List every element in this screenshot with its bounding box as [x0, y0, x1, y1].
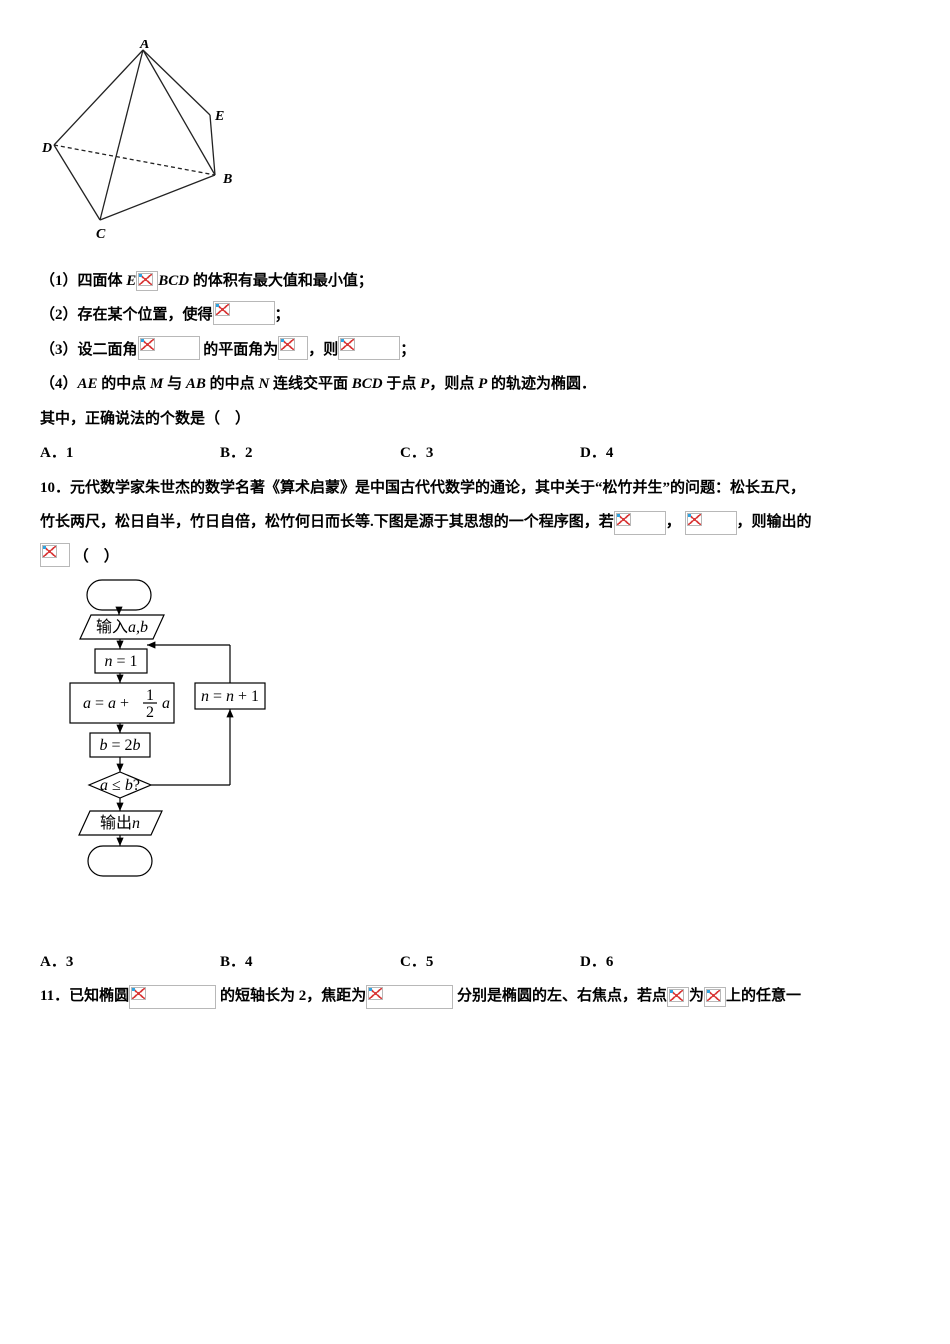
broken-image-icon: [667, 987, 689, 1007]
q10-para3: （ ）: [40, 543, 910, 572]
s4d: M: [150, 376, 163, 392]
svg-text:n = 1: n = 1: [104, 653, 137, 670]
q9-opt-B: B．2: [220, 439, 400, 468]
s4n: P: [478, 376, 487, 392]
stmt3-post: ；: [400, 342, 415, 358]
stmt2-post: ；: [275, 307, 290, 323]
svg-text:A: A: [139, 40, 149, 52]
statement-4: （4）AE 的中点 M 与 AB 的中点 N 连线交平面 BCD 于点 P，则点…: [40, 370, 910, 399]
stmt2-pre: （2）存在某个位置，使得: [40, 307, 213, 323]
broken-image-icon: [366, 985, 453, 1009]
stmt1-BCD: BCD: [158, 273, 189, 289]
broken-image-icon: [278, 336, 308, 360]
svg-text:2: 2: [146, 704, 154, 721]
s4m: ，则点: [429, 376, 478, 392]
stmt3-pre: （3）设二面角: [40, 342, 138, 358]
q11b: 的短轴长为 2，焦距为: [220, 988, 366, 1004]
svg-text:D: D: [41, 141, 52, 156]
svg-text:C: C: [96, 227, 106, 242]
q10-para2: 竹长两尺，松日自半，竹日自倍，松竹何日而长等.下图是源于其思想的一个程序图，若 ，…: [40, 508, 910, 537]
stmt3-mid2: ，则: [308, 342, 338, 358]
flowchart-figure: 输入a,b n = 1 a = a + 12a b = 2b a ≤ b? n = n +…: [40, 577, 910, 948]
s4j: BCD: [352, 376, 383, 392]
q10-opt-D: D．6: [580, 948, 760, 977]
stmt1-pre: （1）四面体: [40, 273, 126, 289]
stmt3-mid: 的平面角为: [203, 342, 278, 358]
tetrahedron-figure: A E B C D: [40, 40, 910, 261]
s4h: N: [258, 376, 269, 392]
svg-text:a = a +: a = a +: [83, 695, 129, 712]
stmt1-varE: E: [126, 273, 136, 289]
broken-image-icon: [136, 271, 158, 291]
q10-opt-C: C．5: [400, 948, 580, 977]
q9-opt-D: D．4: [580, 439, 760, 468]
svg-text:B: B: [222, 172, 232, 187]
q10-p3: （ ）: [74, 549, 119, 565]
q9-options: A．1 B．2 C．3 D．4: [40, 439, 910, 468]
broken-image-icon: [614, 511, 666, 535]
q11e: 上的任意一: [726, 988, 801, 1004]
broken-image-icon: [40, 543, 70, 567]
q9-opt-C: C．3: [400, 439, 580, 468]
svg-text:输入a,b: 输入a,b: [96, 618, 148, 636]
s4k: 于点: [383, 376, 421, 392]
s4l: P: [420, 376, 429, 392]
flowchart-svg: 输入a,b n = 1 a = a + 12a b = 2b a ≤ b? n = n +…: [40, 577, 275, 937]
broken-image-icon: [685, 511, 737, 535]
s4a: （4）: [40, 376, 78, 392]
q10-p2b: ，: [666, 514, 681, 530]
svg-text:a ≤ b?: a ≤ b?: [100, 777, 140, 794]
broken-image-icon: [704, 987, 726, 1007]
statement-1: （1）四面体 E BCD 的体积有最大值和最小值；: [40, 267, 910, 296]
q10-opt-A: A．3: [40, 948, 220, 977]
s4e: 与: [163, 376, 186, 392]
tetrahedron-svg: A E B C D: [40, 40, 235, 250]
s4o: 的轨迹为椭圆．: [487, 376, 596, 392]
svg-text:b = 2b: b = 2b: [99, 737, 140, 754]
q10-p2c: ，则输出的: [737, 514, 812, 530]
broken-image-icon: [138, 336, 200, 360]
q11c: 分别是椭圆的左、右焦点，若点: [457, 988, 667, 1004]
statement-2: （2）存在某个位置，使得 ；: [40, 301, 910, 330]
q11a: 11．已知椭圆: [40, 988, 129, 1004]
svg-text:n = n + 1: n = n + 1: [201, 688, 259, 705]
svg-text:E: E: [214, 109, 224, 124]
svg-text:输出n: 输出n: [100, 814, 140, 832]
q11-line: 11．已知椭圆 的短轴长为 2，焦距为 分别是椭圆的左、右焦点，若点 为 上的任意一: [40, 982, 910, 1011]
broken-image-icon: [129, 985, 216, 1009]
s4b: AE: [78, 376, 98, 392]
q10-para1: 10．元代数学家朱世杰的数学名著《算术启蒙》是中国古代代数学的通论，其中关于“松…: [40, 474, 910, 503]
svg-text:1: 1: [146, 687, 154, 704]
statement-3: （3）设二面角 的平面角为 ，则 ；: [40, 336, 910, 365]
s4i: 连线交平面: [269, 376, 352, 392]
broken-image-icon: [338, 336, 400, 360]
s4c: 的中点: [98, 376, 151, 392]
q10-options: A．3 B．4 C．5 D．6: [40, 948, 910, 977]
stmt1-post: 的体积有最大值和最小值；: [189, 273, 373, 289]
q9-question: 其中，正确说法的个数是（ ）: [40, 405, 910, 434]
q10-opt-B: B．4: [220, 948, 400, 977]
q11d: 为: [689, 988, 704, 1004]
s4g: 的中点: [206, 376, 259, 392]
broken-image-icon: [213, 301, 275, 325]
q9-opt-A: A．1: [40, 439, 220, 468]
s4f: AB: [186, 376, 206, 392]
svg-text:a: a: [162, 695, 170, 712]
q10-p2a: 竹长两尺，松日自半，竹日自倍，松竹何日而长等.下图是源于其思想的一个程序图，若: [40, 514, 614, 530]
